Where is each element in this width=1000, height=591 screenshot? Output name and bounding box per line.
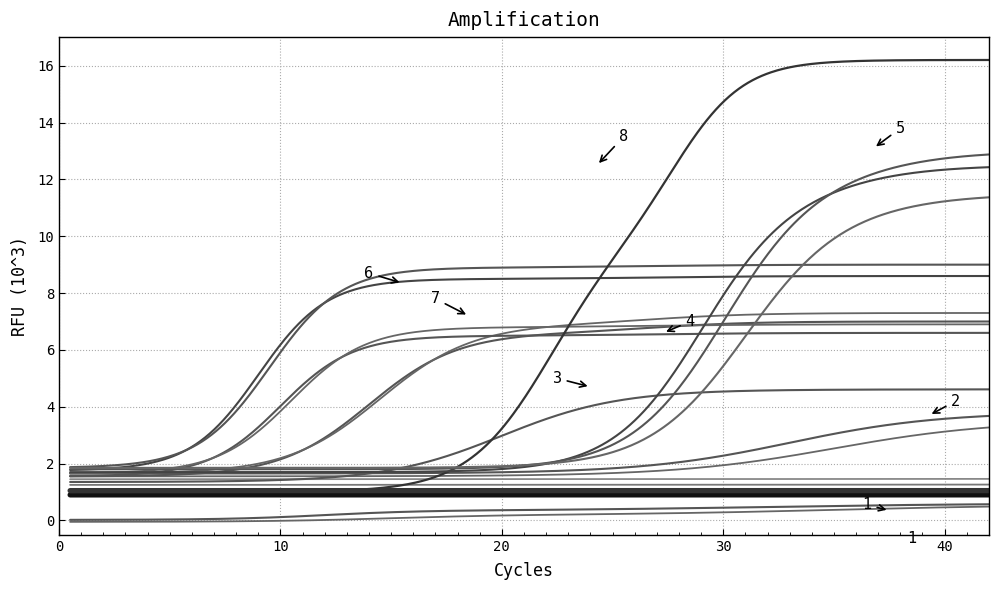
Text: 1: 1 bbox=[907, 531, 916, 546]
Text: 6: 6 bbox=[364, 266, 398, 283]
Text: 1: 1 bbox=[863, 498, 885, 512]
Title: Amplification: Amplification bbox=[448, 11, 600, 30]
Text: 4: 4 bbox=[668, 314, 695, 332]
Text: 8: 8 bbox=[600, 129, 628, 162]
Text: 7: 7 bbox=[431, 291, 464, 314]
Y-axis label: RFU (10^3): RFU (10^3) bbox=[11, 236, 29, 336]
X-axis label: Cycles: Cycles bbox=[494, 562, 554, 580]
Text: 5: 5 bbox=[877, 121, 905, 145]
Text: 3: 3 bbox=[553, 371, 586, 387]
Text: 2: 2 bbox=[933, 394, 960, 413]
